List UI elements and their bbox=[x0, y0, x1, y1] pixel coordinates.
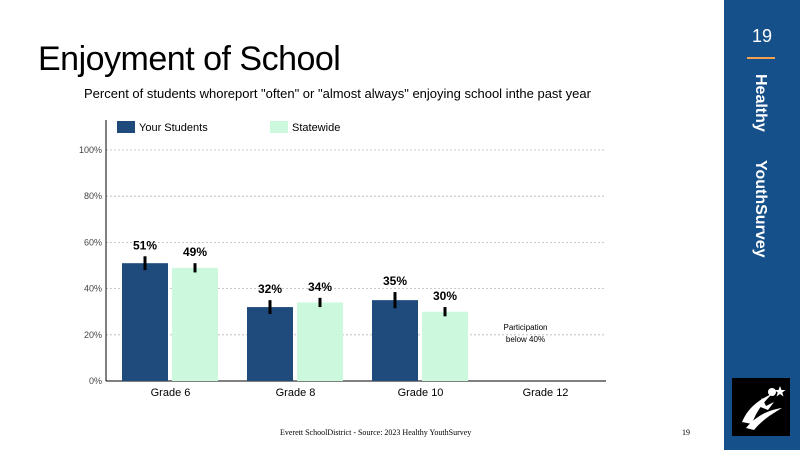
side-word-youthsurvey: YouthSurvey bbox=[752, 160, 769, 258]
x-tick-label: Grade 8 bbox=[276, 387, 316, 399]
legend-label: Statewide bbox=[292, 122, 340, 134]
data-label: 49% bbox=[183, 245, 207, 259]
annotation-text: Participation bbox=[503, 323, 547, 332]
bar bbox=[247, 307, 293, 381]
bar bbox=[422, 311, 468, 381]
bar-chart: 0% 20% 40% 60% 80% 100% Grade 6 51% 49% Grade 8 32… bbox=[79, 120, 606, 399]
side-word-healthy: Healthy bbox=[752, 74, 769, 132]
footer-source: Everett SchoolDistrict - Source: 2023 He… bbox=[280, 428, 472, 437]
x-tick-label: Grade 10 bbox=[398, 387, 444, 399]
y-tick-label: 100% bbox=[79, 145, 102, 155]
data-label: 30% bbox=[433, 289, 457, 303]
y-tick-label: 20% bbox=[84, 330, 102, 340]
star-figure-icon bbox=[742, 386, 786, 430]
side-accent-rule bbox=[747, 57, 775, 59]
bar bbox=[372, 300, 418, 381]
y-tick-label: 80% bbox=[84, 191, 102, 201]
legend-swatch bbox=[117, 121, 135, 133]
annotation-text: below 40% bbox=[506, 335, 545, 344]
data-label: 35% bbox=[383, 274, 407, 288]
bar bbox=[297, 302, 343, 381]
side-page-number: 19 bbox=[751, 26, 773, 46]
y-tick-label: 60% bbox=[84, 237, 102, 247]
y-tick-label: 0% bbox=[89, 376, 102, 386]
side-panel: 19 bbox=[724, 0, 800, 450]
logo bbox=[732, 378, 790, 436]
data-label: 51% bbox=[133, 238, 157, 252]
x-tick-label: Grade 6 bbox=[151, 387, 191, 399]
slide-title: Enjoyment of School bbox=[38, 40, 341, 78]
y-tick-label: 40% bbox=[84, 284, 102, 294]
footer-page-number: 19 bbox=[682, 428, 690, 437]
x-tick-label: Grade 12 bbox=[523, 387, 569, 399]
legend-swatch bbox=[270, 121, 288, 133]
slide-subtitle: Percent of students whoreport "often" or… bbox=[84, 86, 591, 101]
bar bbox=[172, 267, 218, 381]
data-label: 32% bbox=[258, 282, 282, 296]
bar bbox=[122, 263, 168, 381]
data-label: 34% bbox=[308, 280, 332, 294]
legend-label: Your Students bbox=[139, 122, 208, 134]
